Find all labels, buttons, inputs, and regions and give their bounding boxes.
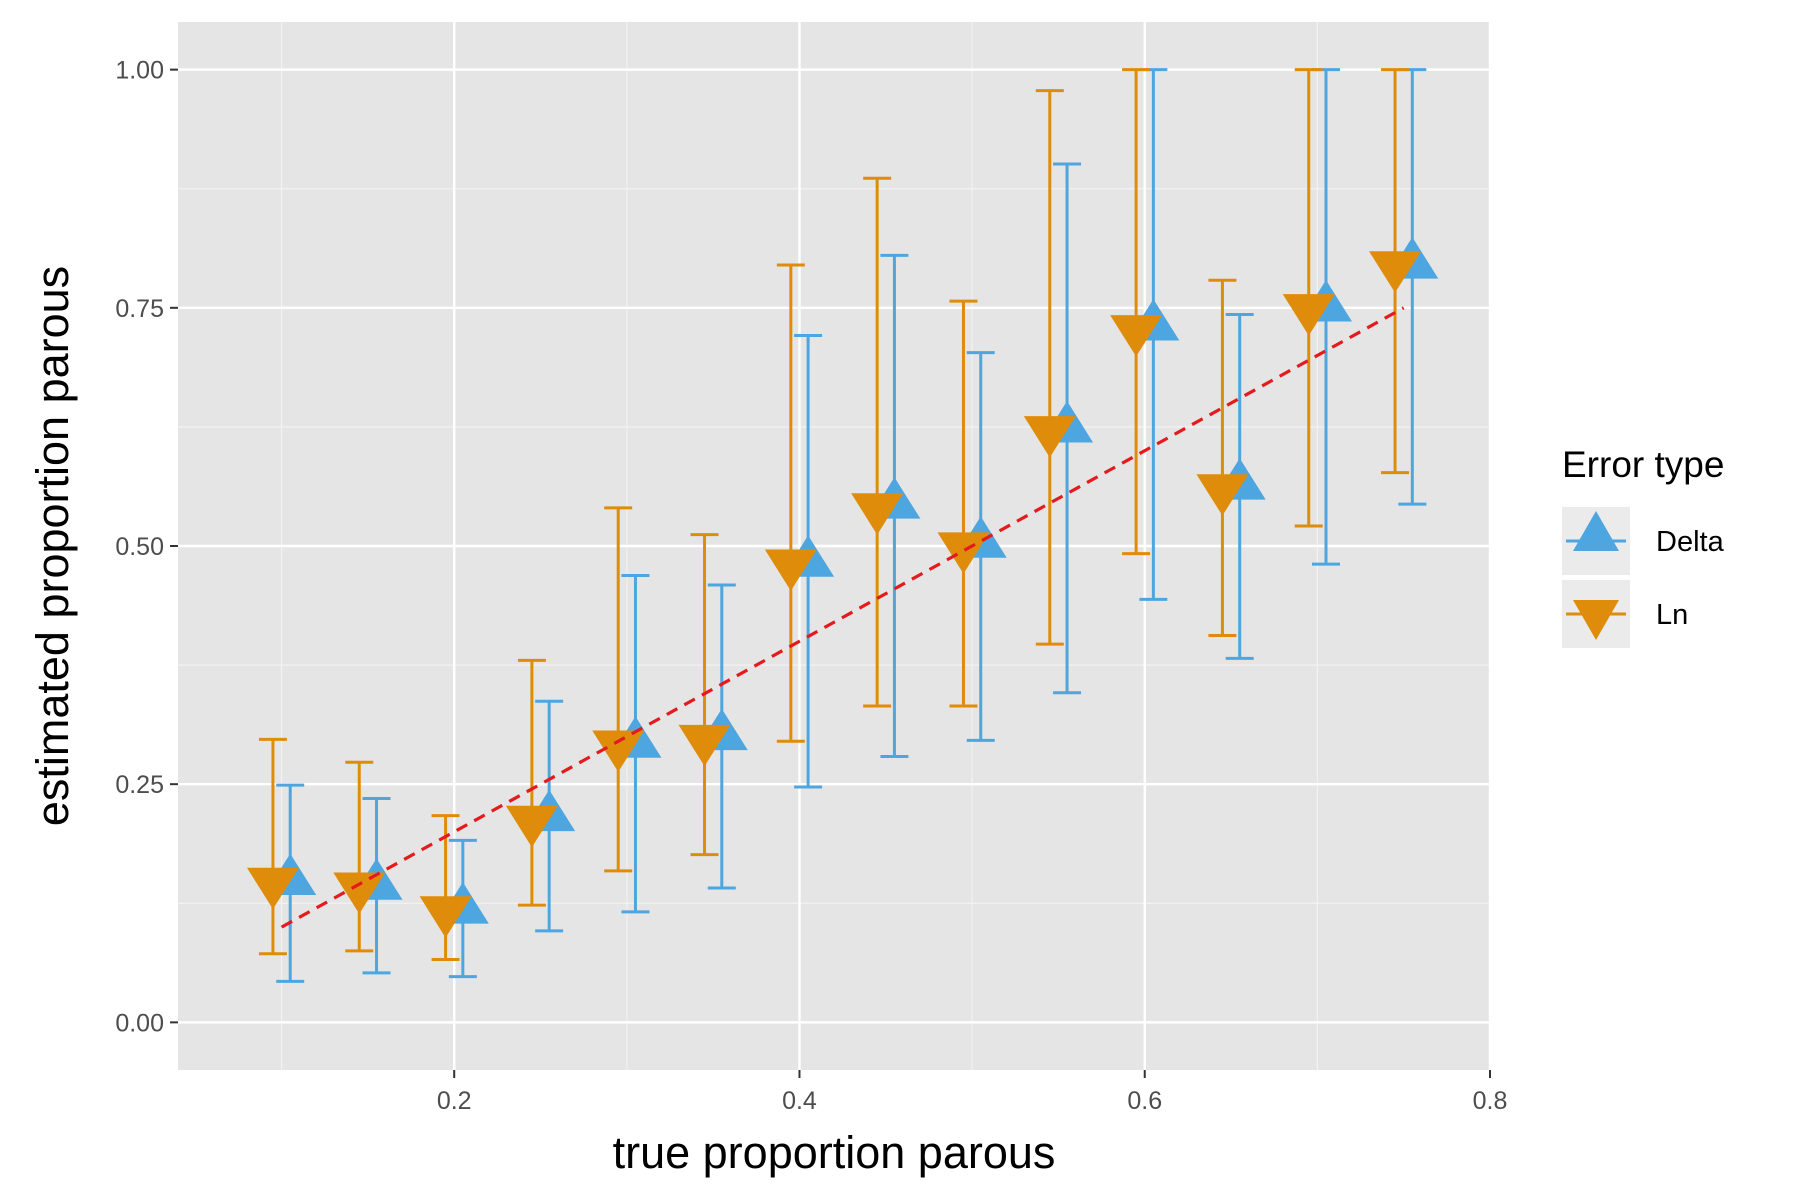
data-point-ln: [937, 532, 990, 574]
data-point-ln: [851, 493, 904, 535]
major-grid: [178, 22, 1492, 1070]
legend-title: Error type: [1562, 444, 1724, 485]
legend-label-ln: Ln: [1656, 599, 1688, 631]
x-tick-label: 0.8: [1473, 1087, 1508, 1115]
data-point-ln: [1369, 251, 1422, 293]
triangle-down-icon: [1573, 600, 1619, 640]
y-tick-label: 0.00: [115, 1009, 164, 1037]
reference-line-layer: [280, 306, 1405, 929]
legend-key-ln: [1562, 580, 1630, 648]
data-point-ln: [505, 805, 558, 848]
x-tick-label: 0.6: [1127, 1087, 1162, 1115]
x-tick-label: 0.4: [782, 1087, 817, 1115]
legend: Error type Delta Ln: [1562, 444, 1725, 648]
data-layer: [246, 68, 1439, 983]
y-tick-label: 0.25: [115, 771, 164, 799]
reference-line: [280, 306, 1405, 929]
data-point-ln: [1110, 315, 1163, 357]
legend-key-delta: [1562, 507, 1630, 575]
data-point-ln: [592, 730, 645, 772]
y-tick-label: 0.50: [115, 533, 164, 561]
data-point-ln: [419, 896, 472, 938]
axes-layer: 0.2 0.4 0.6 0.8 0.00 0.25 0.50 0.75 1.00: [115, 57, 1507, 1115]
y-axis-title: estimated proportion parous: [27, 266, 78, 826]
data-point-ln: [1196, 474, 1249, 516]
data-point-ln: [333, 872, 386, 914]
triangle-up-icon: [1573, 511, 1619, 551]
y-tick-label: 1.00: [115, 57, 164, 85]
y-tick-label: 0.75: [115, 295, 164, 323]
data-point-ln: [678, 724, 731, 767]
data-point-ln: [246, 867, 299, 910]
x-tick-label: 0.2: [437, 1087, 472, 1115]
data-point-ln: [1282, 294, 1335, 336]
x-axis-title: true proportion parous: [613, 1127, 1056, 1178]
legend-label-delta: Delta: [1656, 526, 1725, 558]
data-point-ln: [764, 549, 817, 591]
data-point-ln: [1023, 416, 1076, 458]
